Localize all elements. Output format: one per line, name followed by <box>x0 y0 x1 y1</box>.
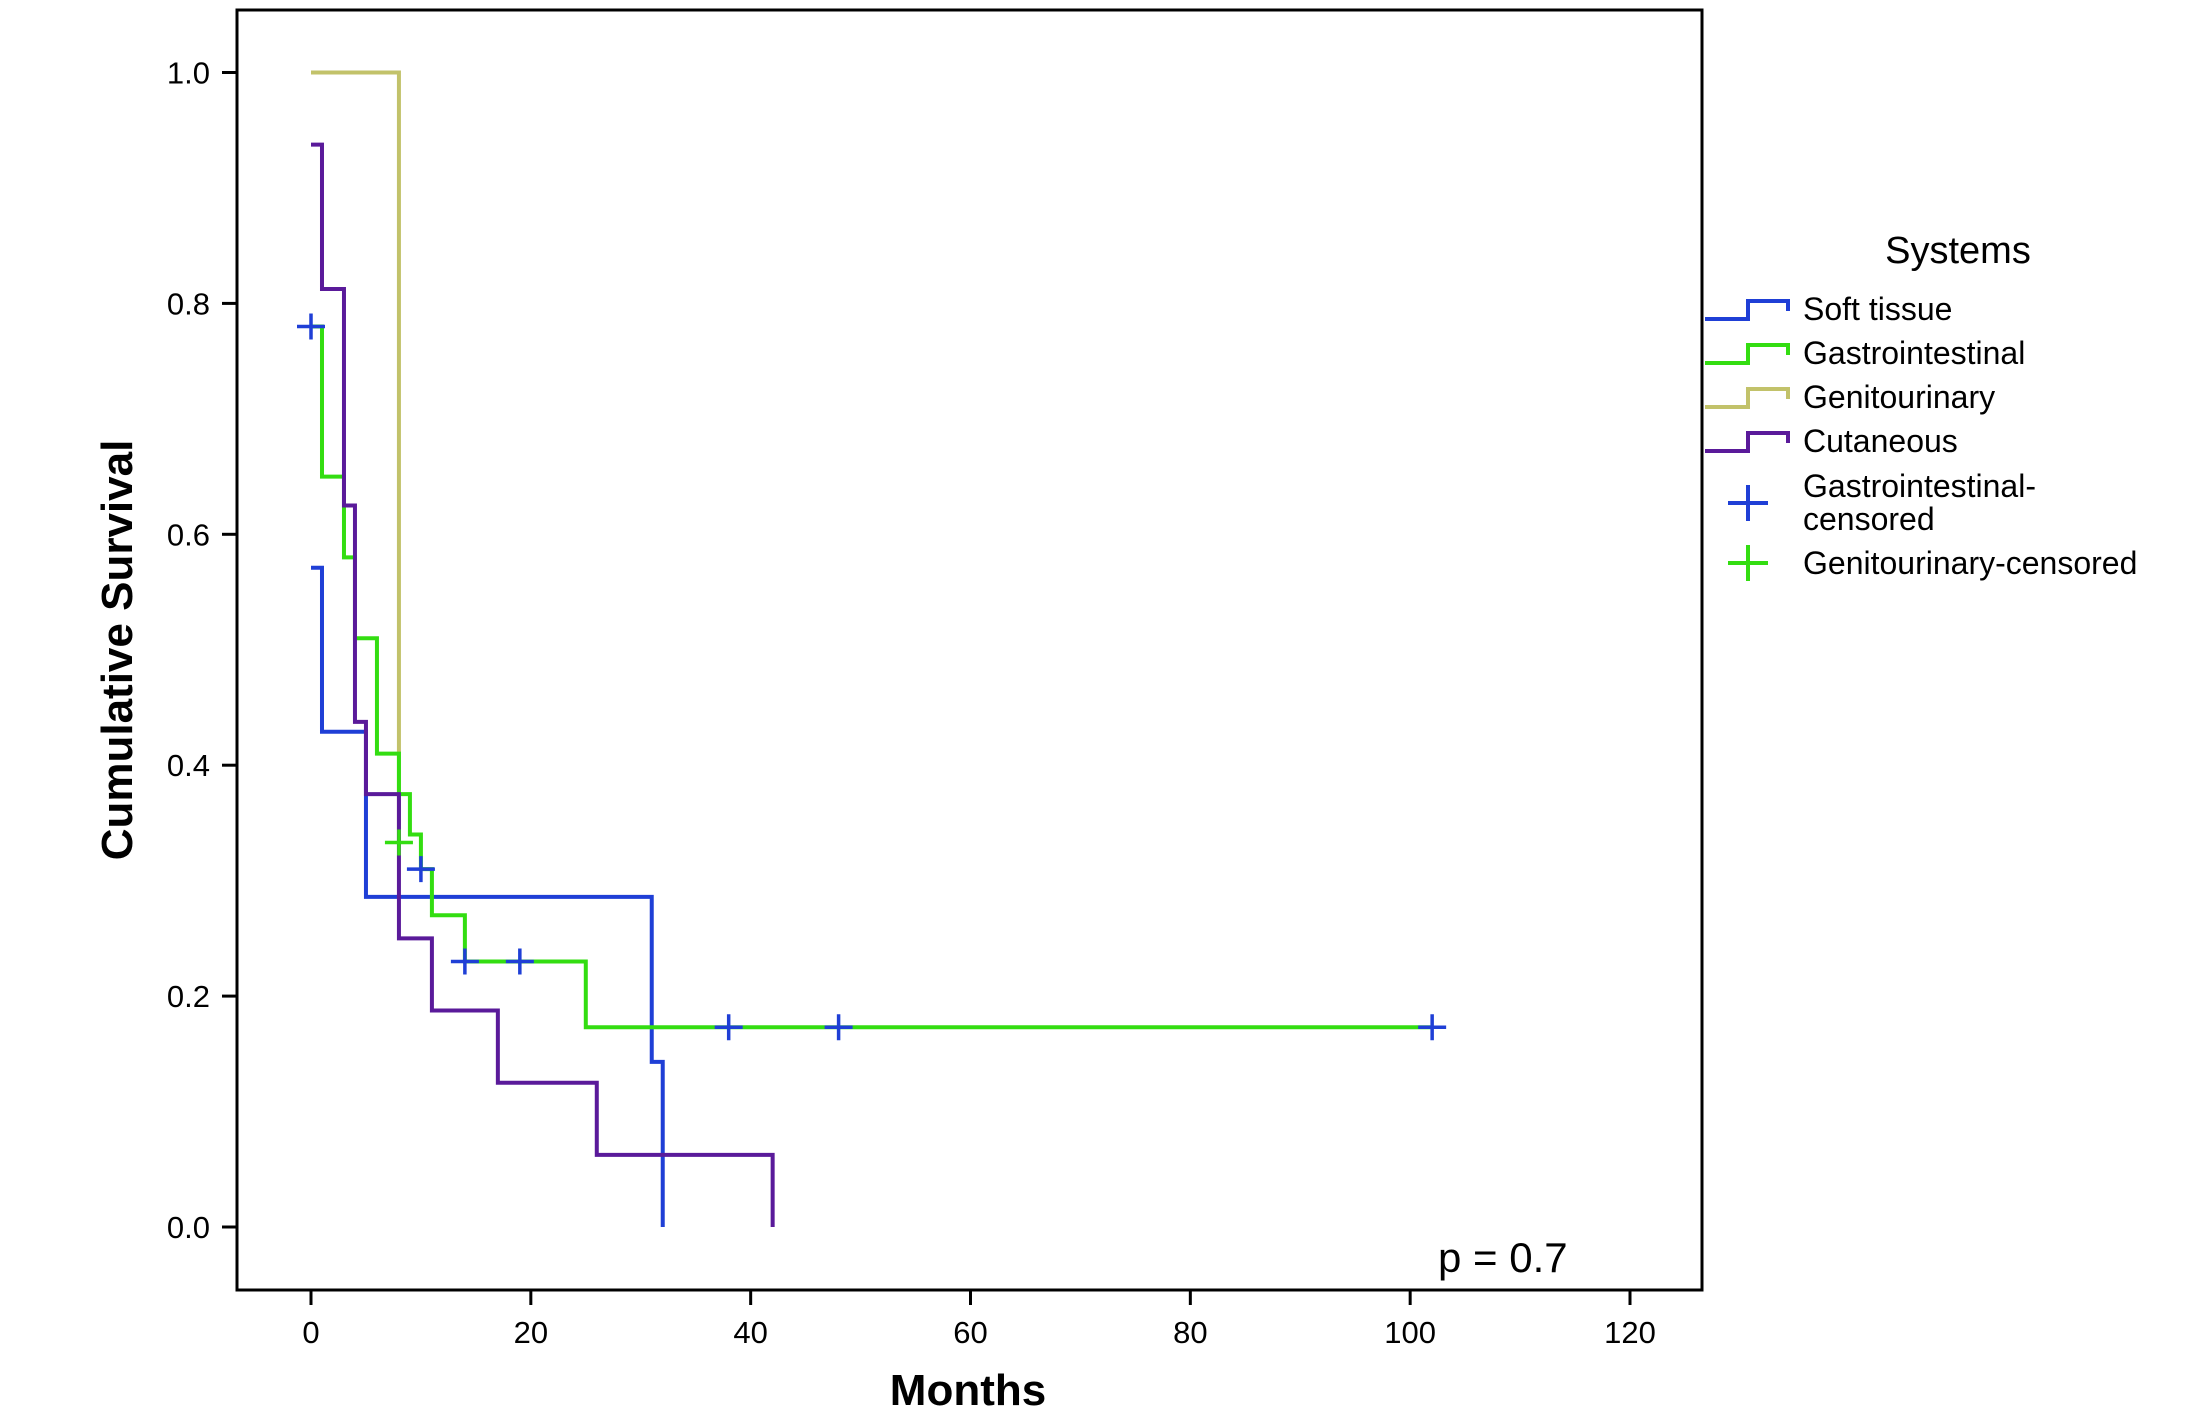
curve-genitourinary <box>311 70 401 843</box>
censored-marker <box>406 856 435 883</box>
legend-title: Systems <box>1885 230 2031 272</box>
x-tick-label: 20 <box>514 1315 548 1350</box>
y-tick-label: 0.4 <box>167 748 210 783</box>
y-tick-label: 0.8 <box>167 286 210 321</box>
legend-label: Genitourinary-censored <box>1803 545 2137 581</box>
legend-label: Gastrointestinal <box>1803 335 2025 371</box>
curve-soft-tissue <box>311 565 665 1227</box>
y-tick-label: 0.0 <box>167 1210 210 1245</box>
x-tick-label: 100 <box>1384 1315 1436 1350</box>
censored-marker <box>297 313 325 340</box>
curve-cutaneous <box>311 142 775 1227</box>
censored-marker <box>824 1014 853 1041</box>
legend-label: Genitourinary <box>1803 379 1995 415</box>
x-tick-label: 0 <box>302 1315 319 1350</box>
legend: Systems Soft tissue Gastrointestinal Genit… <box>1705 230 2137 581</box>
x-tick-label: 120 <box>1604 1315 1656 1350</box>
legend-line-swatch <box>1705 299 1790 321</box>
legend-label: Cutaneous <box>1803 423 1958 459</box>
p-value-annotation: p = 0.7 <box>1438 1234 1568 1281</box>
legend-label: Soft tissue <box>1803 291 1952 327</box>
plot-frame <box>235 8 1704 1292</box>
legend-line-swatch <box>1705 431 1790 453</box>
legend-label: Gastrointestinal-censored <box>1803 468 2036 537</box>
censored-marker <box>450 948 479 975</box>
censored-marker <box>1418 1014 1447 1041</box>
x-axis-title: Months <box>890 1366 1046 1407</box>
y-tick-label: 0.6 <box>167 517 210 552</box>
y-axis-title: Cumulative Survival <box>93 440 142 861</box>
y-tick-label: 0.2 <box>167 979 210 1014</box>
censored-marker <box>714 1014 743 1041</box>
legend-line-swatch <box>1705 343 1790 365</box>
legend-marker-swatch <box>1728 485 1768 521</box>
x-tick-label: 80 <box>1173 1315 1207 1350</box>
curve-gastrointestinal <box>311 324 1433 1030</box>
y-tick-label: 1.0 <box>167 56 210 91</box>
x-tick-label: 40 <box>733 1315 767 1350</box>
legend-line-swatch <box>1705 387 1790 409</box>
x-tick-label: 60 <box>953 1315 987 1350</box>
legend-marker-swatch <box>1728 545 1768 581</box>
censored-marker <box>384 829 413 856</box>
censored-marker <box>505 948 534 975</box>
